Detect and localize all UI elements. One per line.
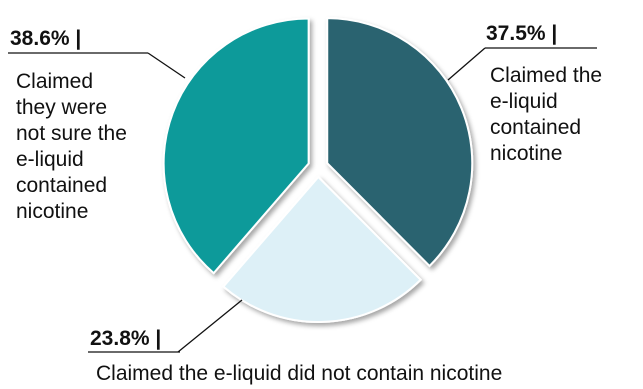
- data-label-2: 23.8% |: [90, 327, 161, 350]
- pie-slice-3: [162, 17, 310, 275]
- data-label-1: 37.5% |: [486, 22, 557, 45]
- data-label-3: 38.6% |: [10, 27, 81, 50]
- pie-slices: [162, 17, 474, 323]
- slice-label-2: Claimed the e-liquid did not contain nic…: [96, 362, 502, 385]
- slice-label-3: Claimed they were not sure the e-liquid cont…: [16, 70, 127, 223]
- leader-line-2: [177, 299, 243, 353]
- leader-line-1: [447, 47, 486, 81]
- leader-line-3: [147, 52, 186, 79]
- pie-slice-1: [326, 17, 474, 268]
- slice-label-1: Claimed the e-liquid contained nicotine: [490, 64, 602, 165]
- pie-labels: 37.5% | Claimed the e-liquid contained nicot…: [8, 22, 602, 385]
